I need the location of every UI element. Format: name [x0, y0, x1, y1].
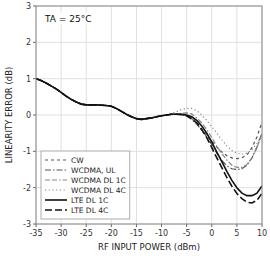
tick-label: 2 [26, 38, 31, 47]
legend-swatch [45, 169, 67, 170]
tick-label: -20 [105, 229, 118, 238]
legend-swatch [45, 209, 67, 211]
tick-label: 5 [234, 229, 239, 238]
grid-line [36, 115, 262, 116]
tick-label: 1 [26, 75, 31, 84]
title-background [42, 13, 93, 25]
tick-label: -10 [155, 229, 168, 238]
legend-swatch [45, 199, 67, 201]
tick-label: 0 [26, 111, 31, 120]
legend-label: LTE DL 4C [71, 206, 108, 215]
tick-label: -5 [183, 229, 191, 238]
legend-frame [41, 151, 130, 219]
chart: -35-30-25-20-15-10-50510-3-2-10123RF INP… [0, 0, 270, 256]
tick-label: -30 [55, 229, 68, 238]
tick-label: -25 [80, 229, 93, 238]
tick-label: -15 [130, 229, 143, 238]
tick-label: 10 [257, 229, 267, 238]
grid-line [36, 78, 262, 79]
legend-label: WCDMA DL 1C [71, 176, 126, 185]
plot-background [36, 6, 262, 224]
legend-label: WCDMA DL 4C [71, 186, 126, 195]
tick-label: -1 [23, 147, 31, 156]
legend-label: WCDMA, UL [71, 166, 116, 175]
legend-swatch [45, 179, 67, 180]
grid-line [36, 42, 262, 43]
grid [36, 6, 262, 224]
tick-label: 3 [26, 2, 31, 11]
plot-frame [36, 6, 262, 224]
tick-label: 0 [209, 229, 214, 238]
title: TA = 25°C [44, 14, 91, 24]
tick-label: -3 [23, 220, 31, 229]
y-axis-label: LINEARITY ERROR (dB) [4, 67, 14, 164]
legend-swatch [45, 189, 67, 190]
legend-label: CW [71, 156, 84, 165]
tick-label: -35 [29, 229, 42, 238]
legend: CWWCDMA, ULWCDMA DL 1CWCDMA DL 4CLTE DL … [41, 151, 130, 219]
legend-swatch [45, 159, 67, 160]
legend-label: LTE DL 1C [71, 196, 108, 205]
series-line [36, 79, 262, 155]
tick-label: -2 [23, 184, 31, 193]
x-axis-label: RF INPUT POWER (dBm) [98, 242, 200, 252]
